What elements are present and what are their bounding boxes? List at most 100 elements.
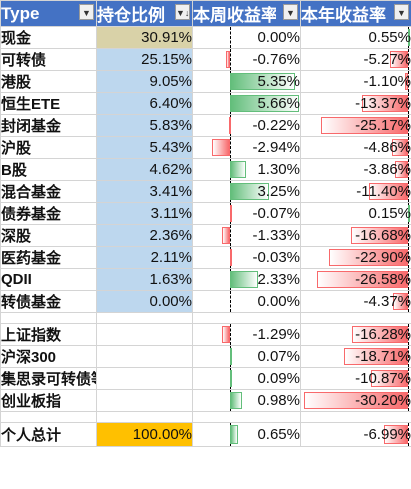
cell-value: 5.66% <box>257 95 300 112</box>
row-label[interactable]: 创业板指 <box>0 389 97 412</box>
row-label[interactable]: 集思录可转债等权 <box>0 367 97 390</box>
bar-axis <box>408 93 410 114</box>
row-label[interactable]: 沪深300 <box>0 345 97 368</box>
week-return-cell[interactable]: -1.33% <box>192 224 301 247</box>
row-label[interactable]: QDII <box>0 268 97 291</box>
row-label[interactable]: B股 <box>0 158 97 181</box>
total-position-cell[interactable]: 100.00% <box>96 422 193 447</box>
row-label[interactable]: 医药基金 <box>0 246 97 269</box>
week-return-cell[interactable]: 0.98% <box>192 389 301 412</box>
position-cell[interactable] <box>96 389 193 412</box>
empty-cell[interactable] <box>0 411 97 423</box>
year-return-cell[interactable]: -25.17% <box>300 114 411 137</box>
year-return-cell[interactable]: -22.90% <box>300 246 411 269</box>
position-cell[interactable]: 5.43% <box>96 136 193 159</box>
empty-cell[interactable] <box>96 411 193 423</box>
position-cell[interactable]: 5.83% <box>96 114 193 137</box>
row-label[interactable]: 深股 <box>0 224 97 247</box>
row-label[interactable]: 债券基金 <box>0 202 97 225</box>
position-cell[interactable] <box>96 345 193 368</box>
empty-cell[interactable] <box>300 312 411 324</box>
header-year-return[interactable]: 本年收益率 ▼ <box>300 0 411 27</box>
position-cell[interactable]: 25.15% <box>96 48 193 71</box>
position-cell[interactable]: 3.41% <box>96 180 193 203</box>
year-return-cell[interactable]: -18.71% <box>300 345 411 368</box>
row-label[interactable]: 混合基金 <box>0 180 97 203</box>
week-return-cell[interactable]: 0.65% <box>192 422 301 447</box>
position-cell[interactable] <box>96 323 193 346</box>
filter-dropdown-icon[interactable]: ▼ <box>283 4 298 20</box>
row-label[interactable]: 恒生ETE <box>0 92 97 115</box>
row-label[interactable]: 转债基金 <box>0 290 97 313</box>
positive-data-bar <box>230 392 243 409</box>
week-return-cell[interactable]: -0.22% <box>192 114 301 137</box>
filter-dropdown-icon[interactable]: ▼ <box>394 4 409 20</box>
week-return-cell[interactable]: -0.07% <box>192 202 301 225</box>
cell-value: 5.43% <box>149 139 192 156</box>
position-cell[interactable]: 9.05% <box>96 70 193 93</box>
empty-cell[interactable] <box>96 312 193 324</box>
week-return-cell[interactable]: 5.66% <box>192 92 301 115</box>
week-return-cell[interactable]: 0.00% <box>192 26 301 49</box>
row-label[interactable]: 上证指数 <box>0 323 97 346</box>
negative-data-bar <box>222 227 231 244</box>
week-return-cell[interactable]: -0.76% <box>192 48 301 71</box>
year-return-cell[interactable]: -5.27% <box>300 48 411 71</box>
header-week-return[interactable]: 本周收益率 ▼ <box>192 0 301 27</box>
year-return-cell[interactable]: -4.86% <box>300 136 411 159</box>
positive-data-bar <box>408 205 411 222</box>
row-label[interactable]: 可转债 <box>0 48 97 71</box>
week-return-cell[interactable]: -1.29% <box>192 323 301 346</box>
week-return-cell[interactable]: 0.09% <box>192 367 301 390</box>
week-return-cell[interactable]: -0.03% <box>192 246 301 269</box>
header-position[interactable]: 持仓比例 ▼↓ <box>96 0 193 27</box>
year-return-cell[interactable]: -6.99% <box>300 422 411 447</box>
empty-cell[interactable] <box>192 312 301 324</box>
week-return-cell[interactable]: 5.35% <box>192 70 301 93</box>
position-cell[interactable]: 30.91% <box>96 26 193 49</box>
empty-cell[interactable] <box>0 312 97 324</box>
year-return-cell[interactable]: 0.15% <box>300 202 411 225</box>
position-cell[interactable]: 4.62% <box>96 158 193 181</box>
empty-cell[interactable] <box>192 411 301 423</box>
cell-value: 3.41% <box>149 183 192 200</box>
filter-dropdown-icon[interactable]: ▼ <box>79 4 94 20</box>
sort-descending-icon[interactable]: ▼↓ <box>175 4 190 20</box>
row-label-text: 混合基金 <box>1 184 62 201</box>
row-label[interactable]: 港股 <box>0 70 97 93</box>
position-cell[interactable]: 2.36% <box>96 224 193 247</box>
position-cell[interactable]: 1.63% <box>96 268 193 291</box>
year-return-cell[interactable]: 0.55% <box>300 26 411 49</box>
year-return-cell[interactable]: -10.87% <box>300 367 411 390</box>
year-return-cell[interactable]: -16.28% <box>300 323 411 346</box>
position-cell[interactable] <box>96 367 193 390</box>
row-label[interactable]: 个人总计 <box>0 422 97 447</box>
year-return-cell[interactable]: -1.10% <box>300 70 411 93</box>
year-return-cell[interactable]: -26.58% <box>300 268 411 291</box>
position-cell[interactable]: 0.00% <box>96 290 193 313</box>
header-type[interactable]: Type ▼ <box>0 0 97 27</box>
position-cell[interactable]: 6.40% <box>96 92 193 115</box>
row-label[interactable]: 封闭基金 <box>0 114 97 137</box>
year-return-cell[interactable]: -30.20% <box>300 389 411 412</box>
negative-data-bar <box>393 293 409 310</box>
week-return-cell[interactable]: 0.07% <box>192 345 301 368</box>
bar-axis <box>230 291 232 312</box>
empty-cell[interactable] <box>300 411 411 423</box>
row-label[interactable]: 现金 <box>0 26 97 49</box>
positive-data-bar <box>230 73 295 90</box>
year-return-cell[interactable]: -13.37% <box>300 92 411 115</box>
week-return-cell[interactable]: 3.25% <box>192 180 301 203</box>
row-label[interactable]: 沪股 <box>0 136 97 159</box>
year-return-cell[interactable]: -16.68% <box>300 224 411 247</box>
week-return-cell[interactable]: 2.33% <box>192 268 301 291</box>
week-return-cell[interactable]: 0.00% <box>192 290 301 313</box>
position-cell[interactable]: 3.11% <box>96 202 193 225</box>
bar-axis <box>408 225 410 246</box>
year-return-cell[interactable]: -3.86% <box>300 158 411 181</box>
week-return-cell[interactable]: 1.30% <box>192 158 301 181</box>
position-cell[interactable]: 2.11% <box>96 246 193 269</box>
year-return-cell[interactable]: -4.37% <box>300 290 411 313</box>
year-return-cell[interactable]: -11.40% <box>300 180 411 203</box>
week-return-cell[interactable]: -2.94% <box>192 136 301 159</box>
